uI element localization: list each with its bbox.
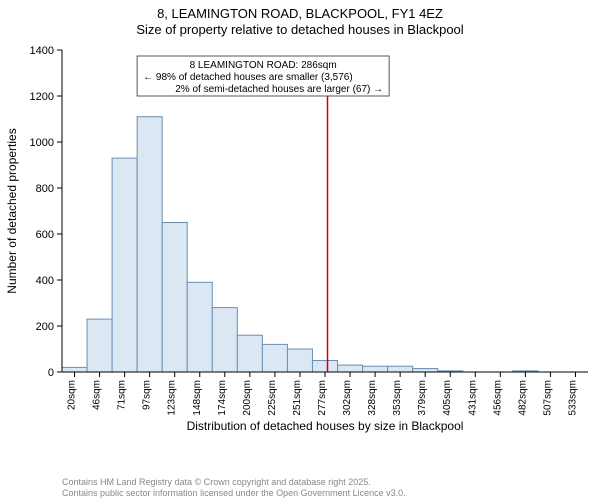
x-tick-label: 277sqm bbox=[317, 380, 328, 416]
y-tick-label: 1200 bbox=[30, 91, 54, 103]
x-tick-label: 405sqm bbox=[442, 380, 453, 416]
annotation-line2: ← 98% of detached houses are smaller (3,… bbox=[143, 72, 353, 83]
histogram-bar bbox=[62, 367, 87, 372]
x-tick-label: 46sqm bbox=[92, 380, 103, 410]
y-tick-label: 400 bbox=[36, 275, 54, 287]
x-tick-label: 431sqm bbox=[467, 380, 478, 416]
chart-title-block: 8, LEAMINGTON ROAD, BLACKPOOL, FY1 4EZ S… bbox=[0, 0, 600, 39]
y-tick-label: 800 bbox=[36, 183, 54, 195]
histogram-bar bbox=[262, 344, 287, 372]
x-tick-label: 200sqm bbox=[242, 380, 253, 416]
x-tick-label: 225sqm bbox=[267, 380, 278, 416]
footer-line1: Contains HM Land Registry data © Crown c… bbox=[62, 477, 406, 487]
y-tick-label: 200 bbox=[36, 321, 54, 333]
histogram-bar bbox=[187, 282, 212, 372]
histogram-chart: 0 200 400 600 800 1000 1200 1400 20sqm 46sqm 71sqm… bbox=[0, 42, 600, 462]
histogram-bar bbox=[137, 117, 162, 372]
histogram-bar bbox=[338, 365, 363, 372]
annotation-line1: 8 LEAMINGTON ROAD: 286sqm bbox=[190, 60, 337, 71]
histogram-bar bbox=[287, 349, 312, 372]
y-tick-label: 1000 bbox=[30, 137, 54, 149]
x-tick-label: 328sqm bbox=[367, 380, 378, 416]
chart-area: 0 200 400 600 800 1000 1200 1400 20sqm 46sqm 71sqm… bbox=[0, 42, 600, 462]
histogram-bar bbox=[112, 158, 137, 372]
histogram-bar bbox=[413, 369, 438, 372]
histogram-bar bbox=[363, 366, 388, 372]
x-tick-label: 123sqm bbox=[167, 380, 178, 416]
histogram-bar bbox=[237, 335, 262, 372]
x-tick-label: 533sqm bbox=[567, 380, 578, 416]
x-tick-label: 174sqm bbox=[217, 380, 228, 416]
y-tick-label: 0 bbox=[48, 367, 54, 379]
attribution-footer: Contains HM Land Registry data © Crown c… bbox=[62, 477, 406, 498]
chart-title-line1: 8, LEAMINGTON ROAD, BLACKPOOL, FY1 4EZ bbox=[0, 6, 600, 22]
y-tick-label: 1400 bbox=[30, 45, 54, 57]
x-tick-label: 482sqm bbox=[517, 380, 528, 416]
x-tick-label: 97sqm bbox=[142, 380, 153, 410]
histogram-bar bbox=[87, 319, 112, 372]
x-tick-label: 507sqm bbox=[542, 380, 553, 416]
x-tick-label: 302sqm bbox=[342, 380, 353, 416]
x-axis-title: Distribution of detached houses by size … bbox=[187, 419, 464, 433]
histogram-bar bbox=[388, 366, 413, 372]
x-tick-label: 148sqm bbox=[192, 380, 203, 416]
x-tick-label: 251sqm bbox=[292, 380, 303, 416]
y-axis-title: Number of detached properties bbox=[5, 128, 19, 293]
histogram-bar bbox=[212, 308, 237, 372]
histogram-bar bbox=[312, 361, 337, 373]
y-tick-label: 600 bbox=[36, 229, 54, 241]
x-tick-label: 71sqm bbox=[117, 380, 128, 410]
x-tick-label: 379sqm bbox=[417, 380, 428, 416]
x-tick-label: 20sqm bbox=[67, 380, 78, 410]
footer-line2: Contains public sector information licen… bbox=[62, 488, 406, 498]
x-tick-label: 456sqm bbox=[492, 380, 503, 416]
histogram-bar bbox=[162, 223, 187, 373]
annotation-line3: 2% of semi-detached houses are larger (6… bbox=[175, 84, 383, 95]
x-tick-label: 353sqm bbox=[392, 380, 403, 416]
chart-title-line2: Size of property relative to detached ho… bbox=[0, 22, 600, 38]
